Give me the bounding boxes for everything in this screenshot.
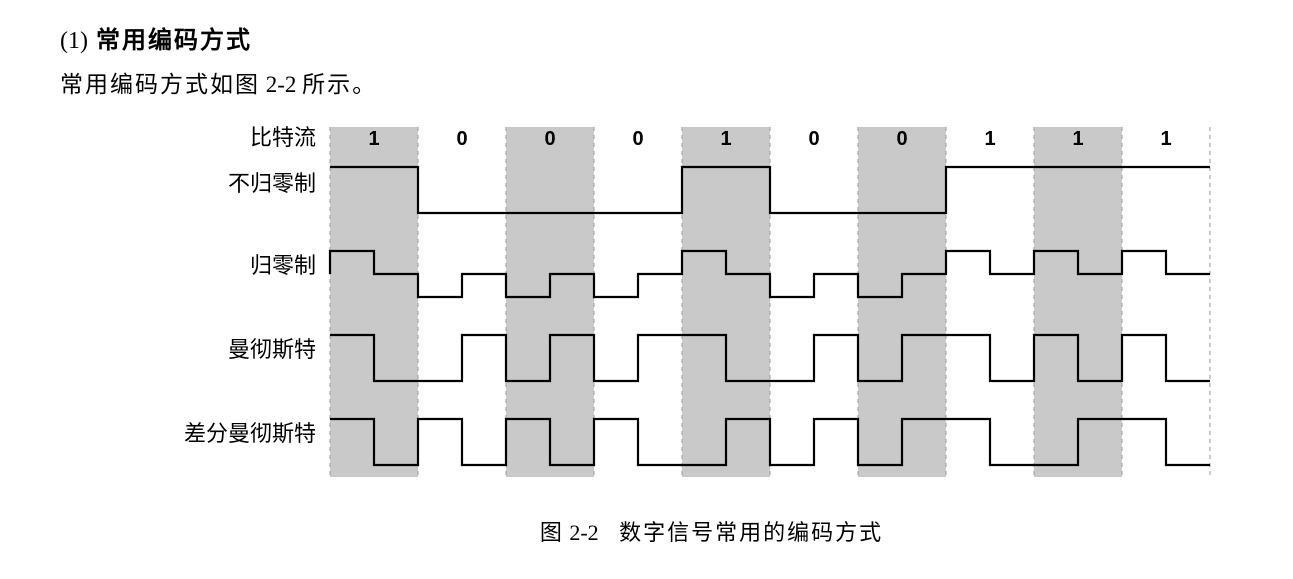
- heading-text: 常用编码方式: [96, 28, 252, 54]
- row-label-bits: 比特流: [250, 125, 316, 150]
- figure-caption: 图 2-2 数字信号常用的编码方式: [170, 515, 1253, 547]
- bit-value: 1: [368, 128, 379, 150]
- waveform-diff-manchester: [330, 419, 1210, 465]
- row-label-diff-manchester: 差分曼彻斯特: [184, 421, 316, 446]
- encoding-diagram: 比特流 1 0 0 0 1 0 0 1 1 1 不归零制归零制曼彻斯特差分曼彻斯特: [170, 117, 1253, 487]
- row-label-manchester: 曼彻斯特: [228, 337, 316, 362]
- bit-value: 1: [1072, 128, 1083, 150]
- bit-value: 1: [984, 128, 995, 150]
- bit-value: 0: [456, 128, 467, 150]
- row-label-nrz: 不归零制: [228, 171, 316, 196]
- waveform-svg: 比特流 1 0 0 0 1 0 0 1 1 1 不归零制归零制曼彻斯特差分曼彻斯特: [170, 117, 1220, 487]
- section-heading: (1) 常用编码方式: [60, 20, 1253, 55]
- bit-value: 0: [808, 128, 819, 150]
- heading-number: (1): [60, 28, 88, 54]
- bit-value: 0: [544, 128, 555, 150]
- row-label-rz: 归零制: [250, 253, 316, 278]
- bit-value: 0: [632, 128, 643, 150]
- bit-value: 1: [1160, 128, 1171, 150]
- bit-value: 0: [896, 128, 907, 150]
- section-subtitle: 常用编码方式如图 2-2 所示。: [60, 65, 1253, 99]
- bit-value: 1: [720, 128, 731, 150]
